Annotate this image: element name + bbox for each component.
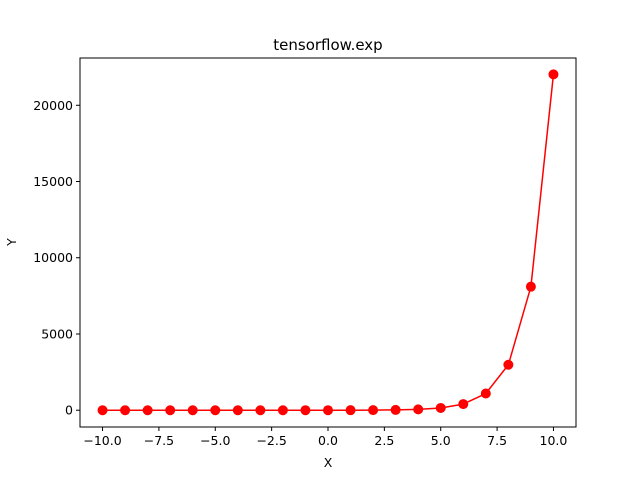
x-tick-label: 5.0	[431, 433, 451, 448]
x-tick-label: 0.0	[318, 433, 338, 448]
y-axis-ticks: 0 5000 10000 15000 20000	[33, 98, 80, 418]
x-tick-label: −5.0	[200, 433, 230, 448]
x-tick-label: −2.5	[256, 433, 286, 448]
y-axis-label: Y	[4, 238, 19, 247]
data-point-marker	[277, 405, 288, 416]
data-point-marker	[97, 405, 108, 416]
data-point-marker	[165, 405, 176, 416]
data-point-marker	[435, 402, 446, 413]
data-point-marker	[345, 405, 356, 416]
data-point-marker	[232, 405, 243, 416]
y-tick-label: 20000	[33, 98, 73, 113]
x-axis-label: X	[324, 455, 333, 470]
data-point-marker	[503, 359, 514, 370]
data-point-marker	[480, 388, 491, 399]
data-point-marker	[525, 281, 536, 292]
data-point-marker	[142, 405, 153, 416]
data-point-marker	[300, 405, 311, 416]
data-point-marker	[323, 405, 333, 416]
data-point-marker	[413, 404, 424, 415]
data-point-marker	[187, 405, 198, 416]
x-tick-label: −10.0	[83, 433, 121, 448]
data-point-marker	[210, 405, 221, 416]
x-axis-ticks: −10.0 −7.5 −5.0 −2.5 0.0 2.5 5.0 7.5 10.0	[83, 427, 567, 448]
data-point-marker	[368, 405, 379, 416]
series-layer	[97, 69, 559, 416]
data-point-marker	[390, 404, 401, 415]
y-tick-label: 10000	[33, 250, 73, 265]
x-tick-label: 2.5	[374, 433, 394, 448]
y-tick-label: 15000	[33, 174, 73, 189]
x-tick-label: −7.5	[144, 433, 174, 448]
x-tick-label: 7.5	[487, 433, 507, 448]
data-point-marker	[458, 399, 469, 410]
data-point-marker	[120, 405, 131, 416]
data-point-marker	[255, 405, 266, 416]
x-tick-label: 10.0	[540, 433, 568, 448]
y-tick-label: 5000	[41, 326, 73, 341]
data-point-marker	[548, 69, 559, 80]
y-tick-label: 0	[65, 403, 73, 418]
chart-title: tensorflow.exp	[273, 36, 382, 54]
